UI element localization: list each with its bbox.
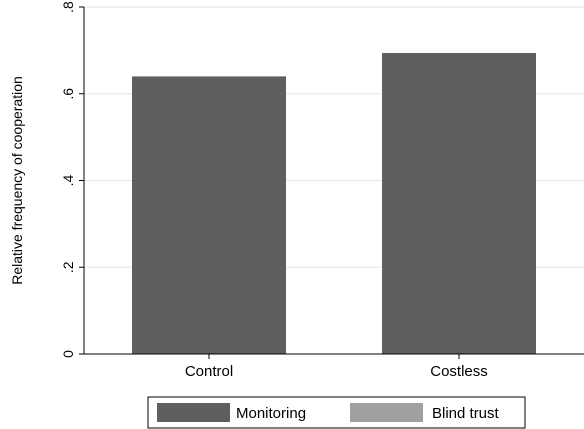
legend-label: Blind trust — [432, 405, 500, 422]
y-tick-label: .2 — [60, 261, 76, 273]
x-axis-ticks: Control Costless — [185, 354, 488, 380]
legend-swatch — [157, 403, 230, 422]
y-tick-label: .4 — [60, 174, 76, 186]
legend-swatch — [350, 403, 423, 422]
y-tick-label: .8 — [60, 1, 76, 13]
bar-costless — [382, 52, 536, 354]
x-tick-label: Costless — [430, 363, 488, 380]
y-tick-label: .6 — [60, 88, 76, 100]
x-tick-label: Control — [185, 363, 233, 380]
legend-label: Monitoring — [236, 405, 306, 422]
y-tick-label: 0 — [60, 350, 76, 358]
y-axis-label: Relative frequency of cooperation — [9, 76, 25, 285]
bars — [132, 52, 536, 355]
legend: Monitoring Blind trust — [147, 396, 526, 429]
y-axis-ticks: 0 .2 .4 .6 .8 — [60, 1, 84, 358]
bar-control — [132, 76, 286, 355]
